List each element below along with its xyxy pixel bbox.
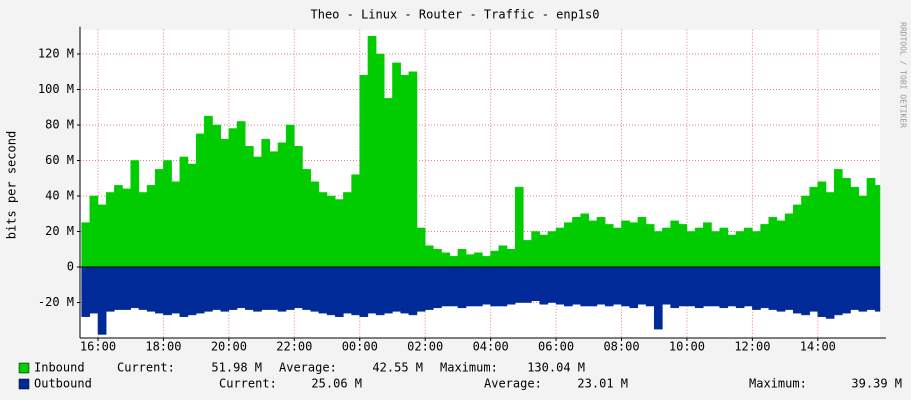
y-tick-label: 120 M: [38, 47, 74, 61]
legend-stat-value: 42.55 M: [372, 361, 423, 375]
y-axis-label: bits per second: [5, 131, 19, 239]
x-tick-label: 22:00: [276, 340, 312, 354]
x-tick-label: 00:00: [342, 340, 378, 354]
legend-stat-label: Current:: [117, 361, 175, 375]
x-tick-label: 08:00: [603, 340, 639, 354]
y-tick-label: 40 M: [45, 189, 74, 203]
y-tick-label: 20 M: [45, 224, 74, 238]
legend-stat-value: 39.39 M: [851, 377, 902, 391]
y-tick-label: -20 M: [38, 295, 74, 309]
areas: [81, 36, 881, 335]
series-area: [81, 36, 881, 268]
y-tick-label: 60 M: [45, 153, 74, 167]
legend-stat-value: 130.04 M: [527, 361, 585, 375]
legend: Inbound Current: 51.98 M Average: 42.55 M Max…: [18, 361, 902, 391]
x-tick-label: 10:00: [669, 340, 705, 354]
legend-stat-value: 23.01 M: [577, 377, 628, 391]
legend-swatch: [18, 378, 30, 390]
legend-stat-value: 25.06 M: [311, 377, 362, 391]
chart-title: Theo - Linux - Router - Traffic - enp1s0: [311, 8, 600, 22]
legend-swatch: [18, 362, 30, 374]
x-tick-label: 14:00: [800, 340, 836, 354]
legend-stat-label: Maximum:: [440, 361, 498, 375]
watermark: RRDTOOL / TOBI OETIKER: [899, 22, 908, 128]
y-tick-label: 80 M: [45, 118, 74, 132]
legend-stat-label: Average:: [484, 377, 542, 391]
x-tick-label: 02:00: [407, 340, 443, 354]
x-tick-label: 12:00: [734, 340, 770, 354]
y-tick-label: 0: [67, 260, 74, 274]
series-area: [81, 266, 881, 335]
legend-label: Outbound: [34, 377, 92, 391]
legend-stat-label: Maximum:: [749, 377, 807, 391]
legend-stat-label: Current:: [219, 377, 277, 391]
x-tick-label: 04:00: [473, 340, 509, 354]
legend-label: Inbound: [34, 361, 85, 375]
x-tick-label: 16:00: [80, 340, 116, 354]
axes: -20 M 0 20 M 40 M 60 M 80 M 100 M 120 M 16:00 18:…: [38, 26, 886, 354]
x-tick-label: 06:00: [538, 340, 574, 354]
x-tick-label: 20:00: [211, 340, 247, 354]
legend-stat-value: 51.98 M: [211, 361, 262, 375]
legend-stat-label: Average:: [279, 361, 337, 375]
x-tick-label: 18:00: [145, 340, 181, 354]
y-tick-label: 100 M: [38, 82, 74, 96]
